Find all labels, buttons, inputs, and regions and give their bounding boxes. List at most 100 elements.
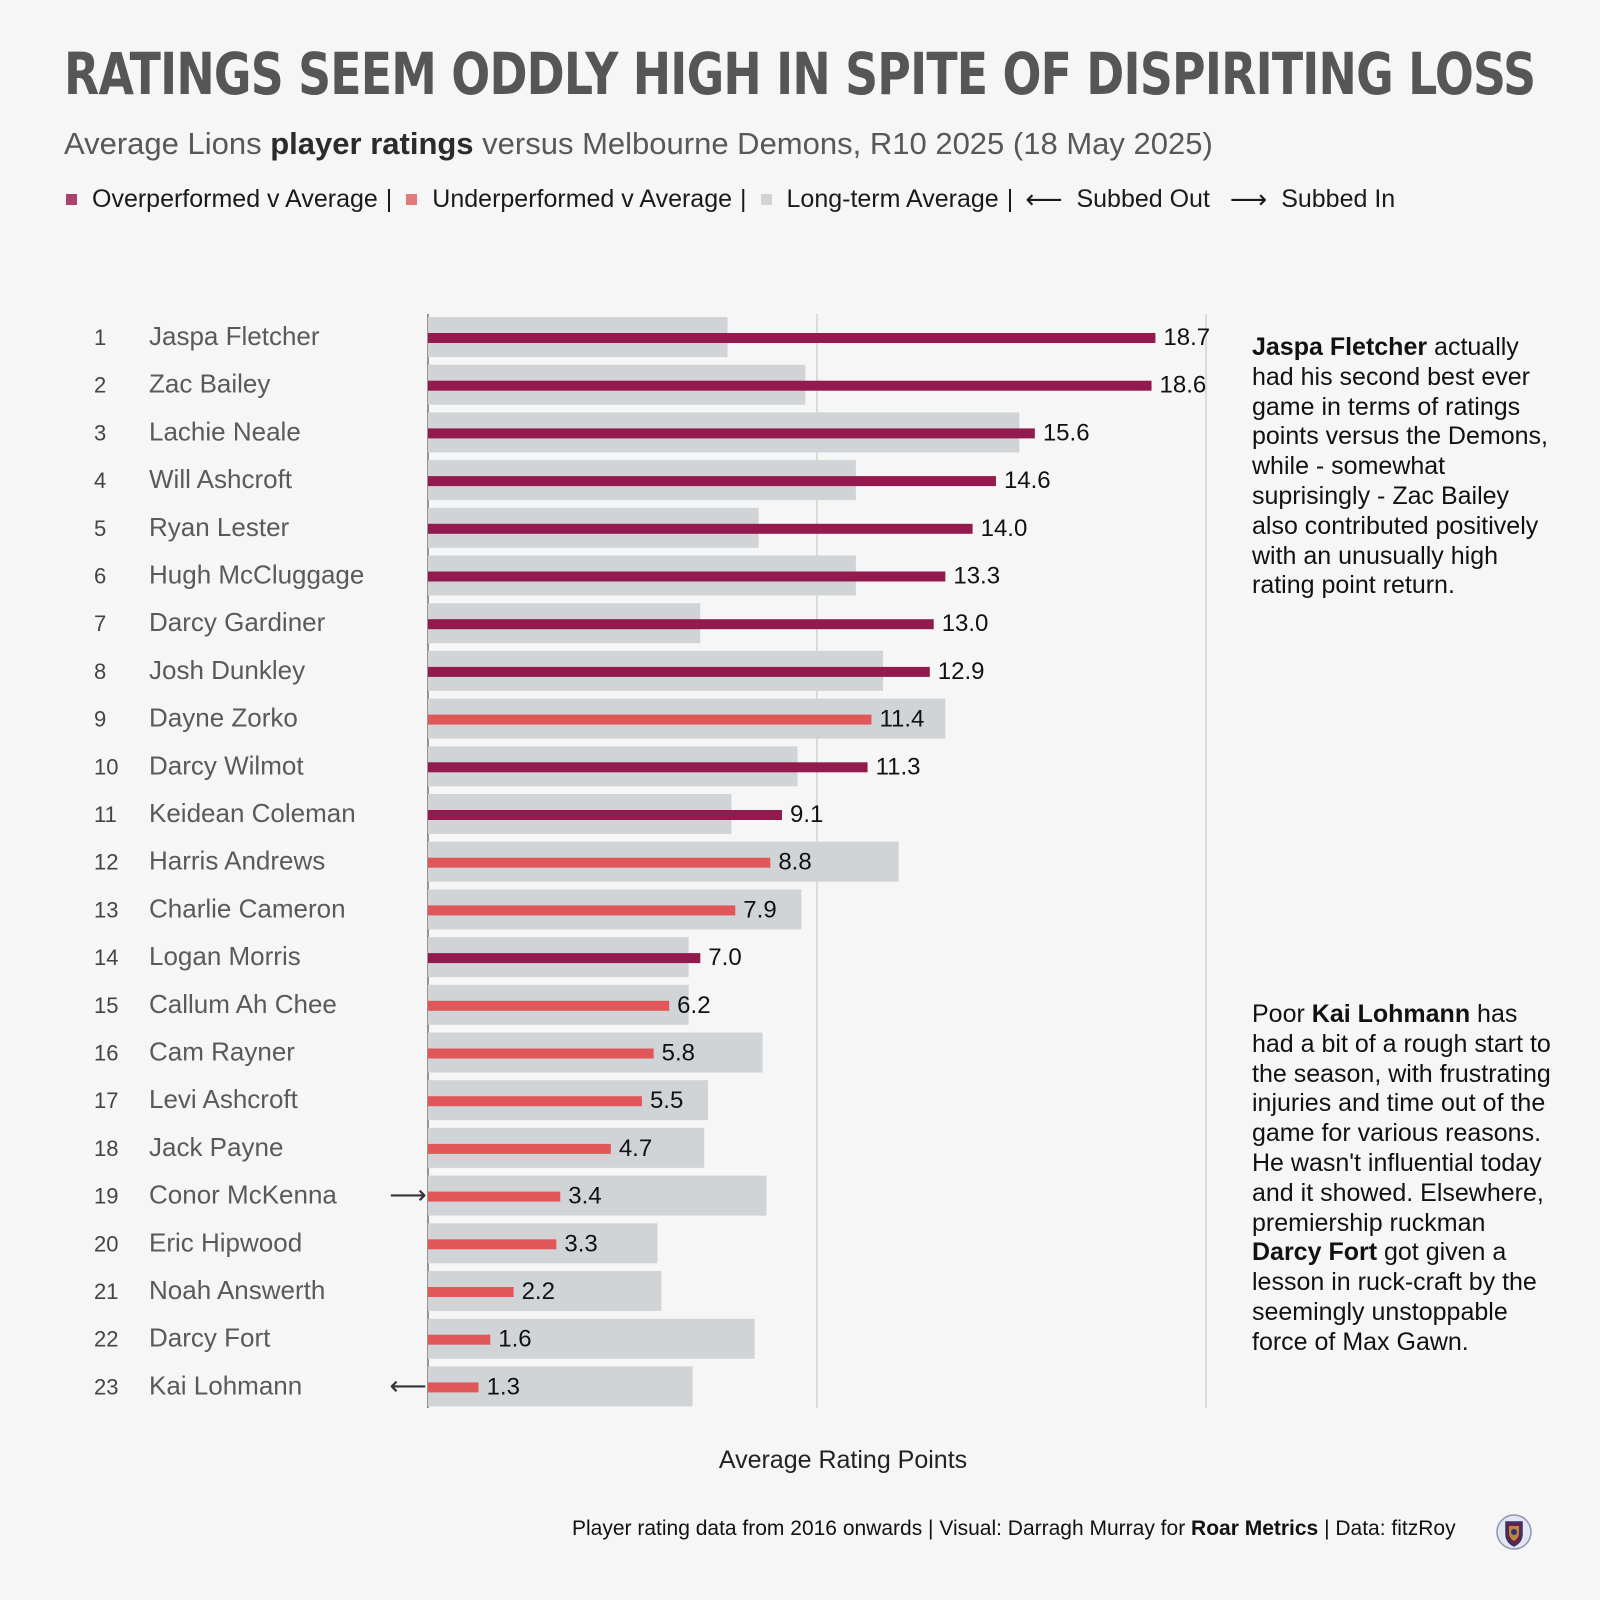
chart-subtitle: Average Lions player ratings versus Melb…	[64, 126, 1213, 162]
rating-bar	[428, 333, 1156, 343]
value-label: 4.7	[619, 1135, 652, 1162]
player-row: 7 Darcy Gardiner 13.0	[94, 603, 989, 644]
player-name-label: Levi Ashcroft	[149, 1084, 299, 1114]
player-name-label: Kai Lohmann	[149, 1370, 302, 1400]
player-name-label: Josh Dunkley	[149, 655, 305, 685]
legend-label-under: Underperformed v Average	[432, 185, 733, 213]
player-name-label: Jack Payne	[149, 1132, 283, 1162]
value-label: 5.8	[662, 1040, 695, 1067]
value-label: 3.4	[568, 1183, 601, 1210]
chart-rows: 1 Jaspa Fletcher 18.7 2 Zac Bailey 18.6 3 Lachi…	[94, 317, 1210, 1407]
rank-label: 2	[94, 373, 106, 398]
annotation-text: got given a lesson in ruck-craft by the …	[1252, 1238, 1537, 1356]
x-axis-title: Average Rating Points	[719, 1446, 967, 1474]
value-label: 14.6	[1004, 467, 1051, 494]
player-row: 6 Hugh McCluggage 13.3	[94, 555, 1000, 596]
rating-bar	[428, 1191, 561, 1202]
value-label: 13.0	[942, 610, 989, 637]
annotation-fletcher: Jaspa Fletcher actually had his second b…	[1252, 333, 1552, 601]
rank-label: 8	[94, 659, 106, 684]
value-label: 13.3	[953, 563, 1000, 590]
player-name-label: Dayne Zorko	[149, 703, 298, 733]
legend-separator: |	[385, 185, 393, 213]
rating-bar	[428, 666, 930, 677]
arrow-left-icon: ⟵	[389, 1370, 426, 1400]
value-label: 12.9	[938, 658, 985, 685]
player-row: 3 Lachie Neale 15.6	[94, 412, 1090, 453]
player-row: 21 Noah Answerth 2.2	[94, 1271, 662, 1311]
arrow-left-icon: ⟵	[1025, 184, 1063, 214]
rating-bar	[428, 619, 934, 630]
rank-label: 21	[94, 1279, 118, 1304]
rating-bar	[428, 905, 736, 916]
legend-label-subbed-in: Subbed In	[1281, 185, 1396, 213]
value-label: 18.6	[1160, 372, 1207, 399]
arrow-right-icon: ⟶	[1229, 184, 1268, 214]
rating-bar	[428, 1382, 479, 1393]
player-row: 12 Harris Andrews 8.8	[94, 841, 899, 882]
footer-post: | Data: fitzRoy	[1318, 1517, 1456, 1540]
player-name-label: Zac Bailey	[149, 369, 270, 399]
value-label: 6.2	[677, 992, 710, 1019]
subtitle-bold: player ratings	[270, 126, 474, 161]
player-name-label: Jaspa Fletcher	[149, 321, 320, 351]
footer-bold: Roar Metrics	[1191, 1517, 1319, 1540]
player-row: 11 Keidean Coleman 9.1	[94, 794, 823, 834]
player-row: 19 Conor McKenna 3.4 ⟶	[94, 1175, 767, 1216]
player-name-label: Ryan Lester	[149, 512, 290, 542]
player-row: 2 Zac Bailey 18.6	[94, 364, 1207, 405]
legend-separator: |	[1006, 185, 1014, 213]
legend-swatch-under	[406, 194, 418, 205]
rank-label: 17	[94, 1088, 118, 1113]
legend-item-subbed-in: ⟶ Subbed In	[1226, 184, 1395, 215]
rank-label: 13	[94, 897, 118, 922]
legend: Overperformed v Average | Underperformed…	[66, 184, 1395, 215]
player-name-label: Darcy Gardiner	[149, 607, 326, 637]
rating-bar	[428, 1239, 557, 1250]
legend-swatch-over	[66, 194, 77, 205]
rating-bar	[428, 762, 868, 773]
rating-bar	[428, 810, 782, 820]
player-name-label: Will Ashcroft	[149, 464, 293, 494]
player-name-label: Callum Ah Chee	[149, 989, 337, 1019]
rank-label: 7	[94, 611, 106, 636]
subtitle-pre: Average Lions	[64, 126, 271, 161]
value-label: 18.7	[1163, 324, 1210, 351]
value-label: 14.0	[981, 515, 1028, 542]
player-name-label: Cam Rayner	[149, 1037, 295, 1067]
value-label: 1.6	[498, 1326, 531, 1353]
annotation-text: Poor	[1252, 1000, 1312, 1028]
rating-bar	[428, 1143, 611, 1154]
player-name-label: Logan Morris	[149, 941, 301, 971]
value-label: 11.3	[876, 753, 921, 780]
annotation-bold: Darcy Fort	[1252, 1238, 1378, 1267]
player-row: 17 Levi Ashcroft 5.5	[94, 1080, 709, 1121]
rank-label: 22	[94, 1327, 118, 1352]
subtitle-post: versus Melbourne Demons, R10 2025 (18 Ma…	[473, 126, 1213, 161]
player-name-label: Keidean Coleman	[149, 798, 356, 828]
value-label: 15.6	[1043, 419, 1090, 446]
player-row: 22 Darcy Fort 1.6	[94, 1318, 755, 1359]
rating-bar	[428, 380, 1152, 391]
player-row: 20 Eric Hipwood 3.3	[94, 1223, 658, 1264]
legend-label-avg: Long-term Average	[786, 185, 999, 213]
annotation-lohmann: Poor Kai Lohmann has had a bit of a roug…	[1252, 1000, 1552, 1358]
rank-label: 9	[94, 707, 106, 732]
rank-label: 14	[94, 945, 118, 970]
rank-label: 19	[94, 1184, 118, 1209]
rank-label: 6	[94, 564, 106, 589]
legend-separator: |	[740, 185, 747, 213]
player-row: 1 Jaspa Fletcher 18.7	[94, 317, 1210, 357]
rank-label: 23	[94, 1374, 118, 1399]
rating-bar	[428, 1048, 654, 1059]
legend-item-avg: Long-term Average	[755, 185, 999, 214]
player-row: 8 Josh Dunkley 12.9	[94, 650, 985, 691]
player-row: 10 Darcy Wilmot 11.3	[94, 746, 921, 787]
player-name-label: Noah Answerth	[149, 1275, 325, 1305]
rating-bar	[428, 1096, 642, 1107]
club-crest-icon	[1496, 1514, 1532, 1550]
player-row: 5 Ryan Lester 14.0	[94, 507, 1028, 548]
player-name-label: Darcy Wilmot	[149, 750, 304, 780]
legend-label-subbed-out: Subbed Out	[1076, 185, 1210, 213]
